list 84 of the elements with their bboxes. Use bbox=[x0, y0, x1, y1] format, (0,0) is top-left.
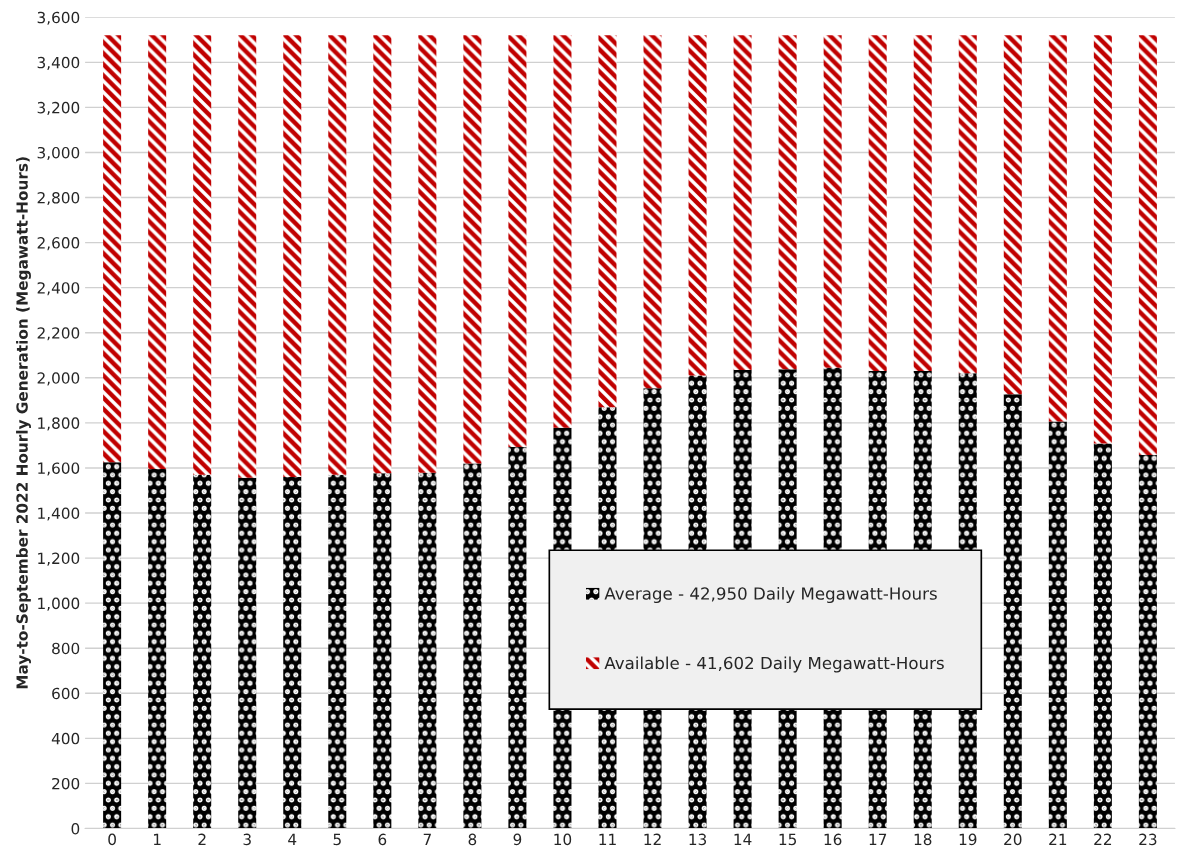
bar bbox=[1003, 35, 1022, 395]
bar bbox=[148, 35, 167, 470]
bar bbox=[1048, 421, 1067, 829]
y-tick-label: 1,200 bbox=[38, 552, 80, 566]
bar bbox=[238, 477, 257, 829]
x-tick-label: 9 bbox=[513, 833, 522, 846]
x-tick-label: 1 bbox=[153, 833, 161, 845]
y-tick-label: 1,400 bbox=[38, 507, 80, 521]
bar bbox=[103, 35, 122, 463]
bar bbox=[373, 473, 392, 829]
x-tick-label: 2 bbox=[198, 833, 206, 845]
bar bbox=[283, 476, 302, 829]
bar bbox=[328, 474, 347, 829]
x-tick-label: 17 bbox=[869, 833, 887, 845]
x-tick-label: 21 bbox=[1049, 833, 1067, 845]
bar bbox=[418, 35, 437, 473]
bar bbox=[598, 35, 617, 408]
y-tick-label: 1,800 bbox=[38, 417, 80, 431]
bar bbox=[958, 35, 977, 374]
x-tick-label: 6 bbox=[378, 833, 387, 846]
x-tick-label: 5 bbox=[333, 833, 341, 846]
bar bbox=[103, 462, 122, 829]
bar bbox=[238, 35, 257, 478]
bar bbox=[1048, 35, 1067, 422]
bar bbox=[823, 35, 842, 368]
bar bbox=[148, 469, 167, 829]
bar bbox=[688, 35, 707, 376]
bar bbox=[328, 35, 347, 475]
bar bbox=[1093, 35, 1112, 444]
x-tick-label: 22 bbox=[1094, 833, 1112, 845]
y-tick-label: 1,600 bbox=[38, 462, 80, 476]
x-tick-label: 11 bbox=[599, 833, 616, 845]
bar bbox=[283, 35, 302, 477]
y-tick-label: 2,800 bbox=[37, 192, 80, 206]
x-tick-label: 20 bbox=[1004, 833, 1022, 846]
x-tick-label: 13 bbox=[689, 833, 707, 846]
bar bbox=[373, 35, 392, 474]
bar bbox=[463, 35, 482, 464]
x-tick-label: 0 bbox=[108, 833, 116, 846]
bar bbox=[193, 35, 212, 475]
x-tick-label: 8 bbox=[468, 833, 477, 846]
y-tick-label: 3,600 bbox=[37, 11, 80, 25]
bar bbox=[553, 35, 572, 428]
x-tick-label: 10 bbox=[554, 833, 572, 846]
y-axis-title: May-to-September 2022 Hourly Generation (Megawatt-Hours) bbox=[16, 157, 31, 689]
y-tick-label: 3,400 bbox=[37, 56, 80, 70]
y-tick-label: 2,400 bbox=[37, 282, 80, 296]
x-tick-label: 14 bbox=[734, 833, 752, 845]
legend-label: Average - 42,950 Daily Megawatt-Hours bbox=[604, 586, 937, 604]
x-tick-label: 16 bbox=[824, 833, 842, 846]
y-tick-label: 600 bbox=[52, 687, 80, 700]
y-tick-label: 800 bbox=[52, 642, 80, 655]
bar bbox=[508, 35, 527, 447]
bar bbox=[193, 474, 212, 829]
y-tick-label: 3,000 bbox=[37, 146, 80, 161]
x-tick-label: 3 bbox=[243, 833, 251, 846]
y-tick-label: 200 bbox=[52, 777, 80, 790]
y-tick-label: 2,000 bbox=[37, 372, 80, 386]
bar bbox=[913, 35, 932, 372]
bar bbox=[1138, 455, 1157, 829]
bar bbox=[778, 35, 797, 370]
bar bbox=[463, 463, 482, 829]
bar bbox=[508, 446, 527, 829]
y-tick-label: 1,000 bbox=[38, 597, 80, 611]
x-tick-label: 19 bbox=[959, 833, 977, 846]
x-tick-label: 7 bbox=[423, 833, 431, 845]
x-tick-label: 23 bbox=[1139, 833, 1157, 846]
y-tick-label: 400 bbox=[51, 732, 80, 745]
y-tick-label: 2,600 bbox=[37, 237, 80, 251]
y-tick-label: 3,200 bbox=[37, 101, 80, 115]
bar bbox=[1093, 443, 1112, 829]
y-tick-label: 0 bbox=[71, 822, 80, 835]
bar bbox=[1003, 394, 1022, 829]
bar bbox=[1138, 35, 1157, 456]
x-tick-label: 4 bbox=[288, 833, 297, 845]
bar bbox=[733, 35, 752, 370]
x-tick-label: 12 bbox=[644, 833, 661, 845]
bar bbox=[868, 35, 887, 372]
bar bbox=[418, 472, 437, 829]
legend-label: Available - 41,602 Daily Megawatt-Hours bbox=[604, 656, 944, 673]
bar bbox=[643, 35, 662, 389]
y-tick-label: 2,200 bbox=[37, 327, 80, 341]
x-tick-label: 18 bbox=[914, 833, 932, 846]
x-tick-label: 15 bbox=[779, 833, 797, 846]
